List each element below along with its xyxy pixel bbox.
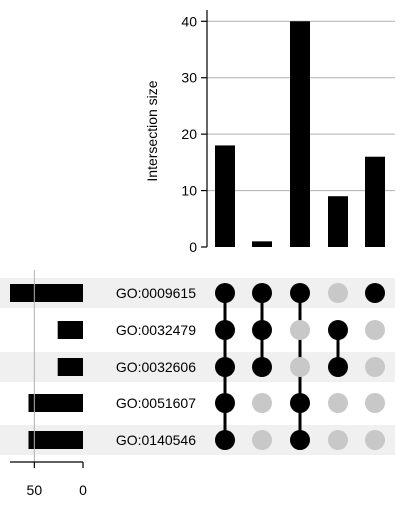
matrix-dot-4-0: [365, 283, 385, 303]
set-size-bar-0: [10, 284, 83, 302]
set-label-3: GO:0051607: [116, 395, 196, 411]
y-tick-label-10: 10: [181, 183, 197, 199]
set-size-bar-2: [57, 358, 83, 376]
matrix-dot-2-4: [290, 430, 310, 450]
set-size-bar-1: [57, 321, 83, 339]
set-size-bar-4: [28, 431, 84, 449]
matrix-dot-0-0: [215, 283, 235, 303]
set-labels: GO:0009615 GO:0032479 GO:0032606 GO:0051607…: [116, 285, 196, 448]
matrix-dot-4-4: [365, 430, 385, 450]
intersection-bars: [215, 21, 385, 247]
matrix-dot-0-2: [215, 357, 235, 377]
matrix-dot-4-3: [365, 393, 385, 413]
y-tick-label-20: 20: [181, 126, 197, 142]
y-tick-label-40: 40: [181, 13, 197, 29]
matrix-dot-3-2: [328, 357, 348, 377]
intersection-bar-1: [252, 241, 272, 247]
matrix-dot-0-3: [215, 393, 235, 413]
matrix-dot-3-3: [328, 393, 348, 413]
set-label-4: GO:0140546: [116, 432, 196, 448]
set-label-2: GO:0032606: [116, 359, 196, 375]
matrix-dot-0-4: [215, 430, 235, 450]
intersection-bar-0: [215, 145, 235, 247]
set-label-0: GO:0009615: [116, 285, 196, 301]
matrix-dot-3-4: [328, 430, 348, 450]
intersection-bar-4: [365, 156, 385, 247]
matrix-dot-1-0: [252, 283, 272, 303]
intersection-bar-2: [290, 21, 310, 247]
matrix-dot-0-1: [215, 320, 235, 340]
matrix-dot-2-2: [290, 357, 310, 377]
matrix-dot-3-0: [328, 283, 348, 303]
set-label-1: GO:0032479: [116, 322, 196, 338]
matrix-dot-4-1: [365, 320, 385, 340]
intersection-y-axis: 0 10 20 30 40: [181, 10, 208, 255]
matrix-dot-2-0: [290, 283, 310, 303]
matrix-dot-2-3: [290, 393, 310, 413]
matrix-dot-3-1: [328, 320, 348, 340]
matrix-dot-1-1: [252, 320, 272, 340]
intersection-axis-label: Intersection size: [144, 80, 160, 181]
matrix-dot-4-2: [365, 357, 385, 377]
matrix-dot-1-4: [252, 430, 272, 450]
intersection-matrix: [215, 283, 385, 450]
y-tick-label-0: 0: [189, 239, 197, 255]
set-tick-label-0: 0: [79, 482, 87, 498]
set-tick-label-50: 50: [27, 482, 43, 498]
matrix-dot-1-2: [252, 357, 272, 377]
intersection-bar-3: [328, 196, 348, 247]
matrix-dot-1-3: [252, 393, 272, 413]
set-size-bars: [10, 284, 84, 449]
set-size-bar-3: [28, 394, 84, 412]
y-tick-label-30: 30: [181, 70, 197, 86]
matrix-dot-2-1: [290, 320, 310, 340]
set-size-x-axis: 50 0: [10, 270, 87, 498]
